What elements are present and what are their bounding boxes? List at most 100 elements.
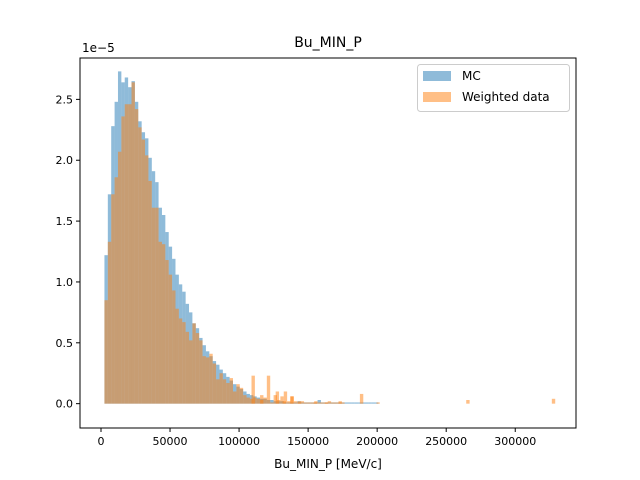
weighted-data-bar <box>246 397 250 404</box>
weighted-data-bar <box>260 395 264 404</box>
weighted-data-bar <box>253 397 257 404</box>
x-axis-label: Bu_MIN_P [MeV/c] <box>274 457 382 471</box>
weighted-data-bar <box>189 340 193 404</box>
weighted-data-bar <box>222 379 227 404</box>
weighted-data-bar <box>111 194 115 404</box>
weighted-data-bar <box>145 155 149 404</box>
weighted-data-bar <box>327 401 332 404</box>
legend-swatch-weighted-data <box>423 92 451 102</box>
weighted-data-bar <box>270 402 274 404</box>
weighted-data-bar <box>359 393 364 404</box>
weighted-data-bar <box>117 151 122 404</box>
weighted-data-bar <box>178 318 183 404</box>
weighted-data-bar <box>310 402 315 404</box>
weighted-data-bar <box>256 398 261 404</box>
y-offset-label: 1e−5 <box>82 41 115 55</box>
weighted-data-bar <box>195 333 200 404</box>
weighted-data-bar <box>317 402 321 404</box>
weighted-data-bar <box>466 400 470 404</box>
weighted-data-bar <box>313 402 318 404</box>
weighted-data-bar <box>212 363 217 404</box>
weighted-data-bar <box>282 401 286 404</box>
mc-bar <box>354 402 359 404</box>
x-tick-label: 50000 <box>153 435 188 448</box>
y-tick-label: 2.5 <box>56 93 74 106</box>
weighted-data-bar <box>134 109 139 404</box>
weighted-data-bar <box>219 373 223 404</box>
weighted-data-bar <box>124 104 129 404</box>
weighted-data-bar <box>273 395 277 404</box>
plot-frame <box>79 57 577 429</box>
weighted-data-bar <box>290 396 294 404</box>
weighted-data-bar <box>307 402 311 404</box>
mc-bar <box>358 402 362 404</box>
weighted-data-bar <box>148 180 152 404</box>
weighted-data-bar <box>182 322 186 404</box>
weighted-data-bar <box>232 391 237 404</box>
x-tick-label: 100000 <box>218 435 260 448</box>
weighted-data-bar <box>266 375 271 404</box>
y-tick-label: 0.0 <box>56 398 74 411</box>
weighted-data-bar <box>155 207 159 404</box>
y-tick-label: 1.5 <box>56 215 74 228</box>
legend-swatch-mc <box>423 71 451 81</box>
y-axis-ticks: 0.0 0.5 1.0 1.5 2.0 2.5 <box>56 93 80 411</box>
mc-bar <box>348 402 352 404</box>
weighted-data-bar <box>275 391 280 404</box>
mc-bar <box>317 400 321 404</box>
weighted-data-bar <box>151 207 156 404</box>
weighted-data-bar <box>236 384 240 404</box>
weighted-data-bar <box>283 391 288 404</box>
weighted-data-bar <box>376 402 380 404</box>
legend: MC Weighted data <box>417 64 570 112</box>
legend-label-mc: MC <box>462 69 481 83</box>
legend-label-weighted-data: Weighted data <box>462 90 550 104</box>
weighted-data-bars <box>104 82 556 404</box>
weighted-data-bar <box>128 104 132 404</box>
y-tick-label: 1.0 <box>56 276 74 289</box>
weighted-data-bar <box>107 241 112 404</box>
weighted-data-bar <box>168 274 173 404</box>
weighted-data-bar <box>251 375 255 404</box>
weighted-data-bar <box>141 139 146 404</box>
x-tick-label: 250000 <box>425 435 467 448</box>
weighted-data-bar <box>138 127 142 404</box>
weighted-data-bar <box>161 244 166 404</box>
weighted-data-bar <box>304 402 308 404</box>
weighted-data-bar <box>165 260 169 404</box>
weighted-data-bar <box>324 402 329 404</box>
x-tick-label: 150000 <box>287 435 329 448</box>
weighted-data-bar <box>338 401 342 404</box>
weighted-data-bar <box>334 402 338 404</box>
mc-bar <box>344 402 349 404</box>
x-axis-ticks: 0 50000 100000 150000 200000 250000 300000 <box>97 428 536 448</box>
weighted-data-bar <box>185 331 190 404</box>
weighted-data-bar <box>341 402 345 404</box>
x-tick-label: 200000 <box>356 435 398 448</box>
mc-bar <box>371 402 376 404</box>
x-tick-label: 0 <box>97 435 104 448</box>
weighted-data-bar <box>192 323 196 404</box>
weighted-data-bar <box>551 398 556 404</box>
weighted-data-bar <box>131 82 135 404</box>
y-tick-label: 2.0 <box>56 154 74 167</box>
weighted-data-bar <box>202 356 206 404</box>
weighted-data-bar <box>263 397 267 404</box>
mc-bar <box>368 402 372 404</box>
weighted-data-bar <box>300 401 305 404</box>
weighted-data-bar <box>175 308 179 404</box>
mc-bar <box>351 402 355 404</box>
chart-title: Bu_MIN_P <box>294 35 362 51</box>
weighted-data-bar <box>104 300 108 404</box>
weighted-data-bar <box>293 401 298 404</box>
weighted-data-bar <box>280 396 284 404</box>
mc-bar <box>364 402 369 404</box>
weighted-data-bar <box>320 402 325 404</box>
weighted-data-bar <box>297 401 302 404</box>
weighted-data-bar <box>239 387 244 404</box>
weighted-data-bar <box>158 241 162 404</box>
weighted-data-bar <box>172 290 176 404</box>
weighted-data-bar <box>209 353 213 404</box>
weighted-data-bar <box>243 395 247 404</box>
